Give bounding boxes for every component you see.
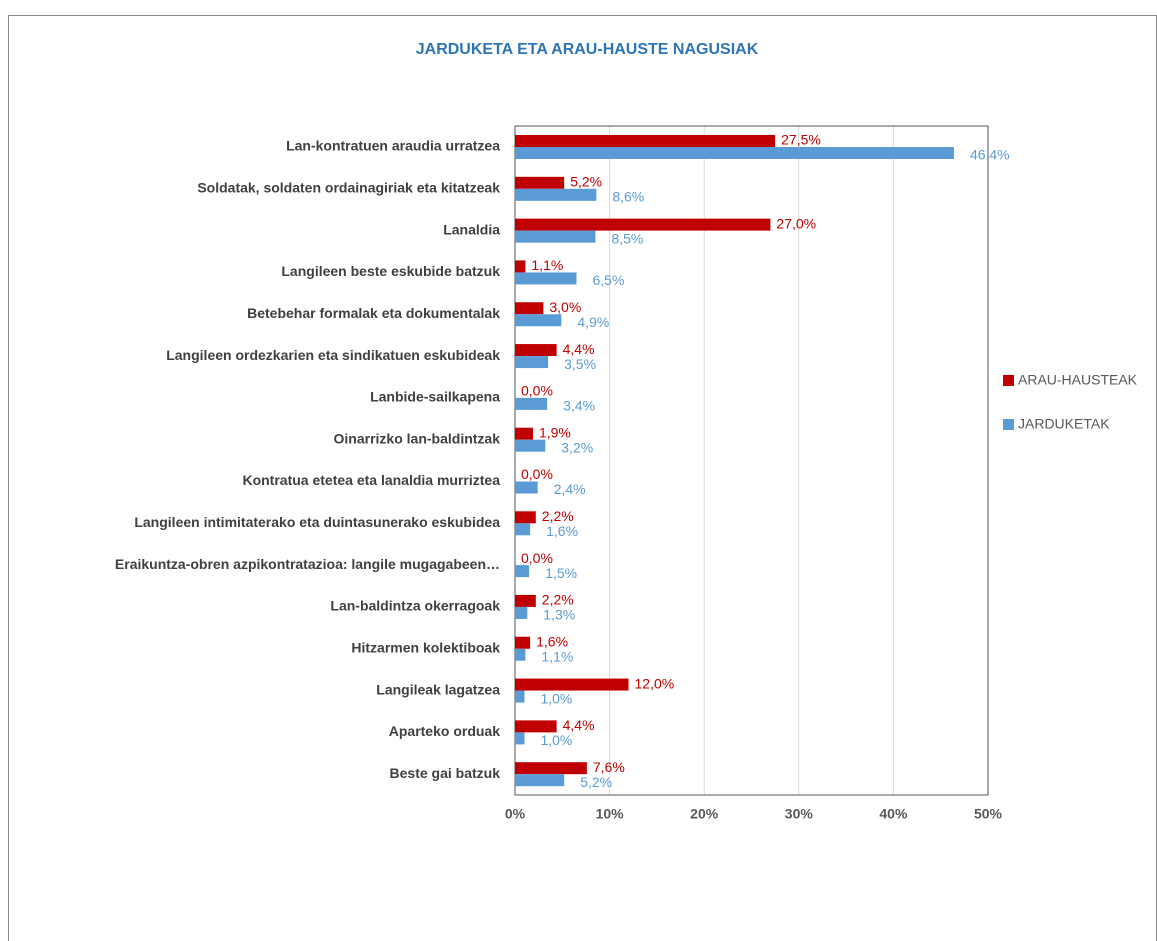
legend-swatch xyxy=(1003,375,1014,386)
legend-swatch xyxy=(1003,419,1014,430)
y-tick-label: Langileen beste eskubide batzuk xyxy=(281,263,500,279)
plot-border xyxy=(514,125,989,796)
bar xyxy=(515,314,562,327)
data-label: 1,3% xyxy=(543,607,575,623)
bar xyxy=(515,523,531,536)
chart-title: JARDUKETA ETA ARAU-HAUSTE NAGUSIAK xyxy=(416,41,759,58)
y-tick-label: Oinarrizko lan-baldintzak xyxy=(334,430,501,446)
data-label: 1,9% xyxy=(539,424,571,440)
x-tick-label: 50% xyxy=(974,806,1003,822)
y-tick-label: Langileak lagatzea xyxy=(376,681,500,697)
data-label: 4,4% xyxy=(563,341,595,357)
data-label: 1,6% xyxy=(536,633,568,649)
x-tick-label: 10% xyxy=(596,806,625,822)
x-tick-label: 20% xyxy=(690,806,719,822)
x-tick-label: 40% xyxy=(879,806,908,822)
data-label: 0,0% xyxy=(521,550,553,566)
bar xyxy=(515,636,531,649)
data-label: 46,4% xyxy=(970,147,1010,163)
data-label: 3,0% xyxy=(549,299,581,315)
bar xyxy=(515,481,538,494)
data-label: 3,2% xyxy=(561,439,593,455)
bar xyxy=(515,188,597,201)
bar xyxy=(515,648,526,661)
bar xyxy=(515,176,565,189)
data-label: 27,5% xyxy=(781,132,821,148)
data-label: 0,0% xyxy=(521,383,553,399)
data-label: 2,2% xyxy=(542,592,574,608)
data-label: 3,5% xyxy=(564,356,596,372)
y-tick-label: Lanbide-sailkapena xyxy=(370,389,500,405)
bar xyxy=(515,344,557,357)
y-tick-label: Langileen ordezkarien eta sindikatuen es… xyxy=(166,347,500,363)
data-label: 5,2% xyxy=(570,174,602,190)
bar xyxy=(515,147,954,159)
data-label: 1,5% xyxy=(545,565,577,581)
x-tick-label: 0% xyxy=(505,806,526,822)
y-tick-label: Betebehar formalak eta dokumentalak xyxy=(247,305,500,321)
y-tick-label: Langileen intimitaterako eta duintasuner… xyxy=(134,514,500,530)
y-tick-label: Kontratua etetea eta lanaldia murriztea xyxy=(242,472,500,488)
bar xyxy=(515,774,565,787)
bar xyxy=(515,356,549,369)
bar xyxy=(515,272,577,285)
bar xyxy=(515,218,771,231)
bar xyxy=(515,732,525,745)
bar xyxy=(515,762,587,775)
bar xyxy=(515,511,536,524)
data-label: 6,5% xyxy=(592,272,624,288)
bar xyxy=(515,302,544,315)
bar xyxy=(515,565,530,578)
legend-label: JARDUKETAK xyxy=(1018,416,1110,432)
data-label: 12,0% xyxy=(635,675,675,691)
y-tick-label: Lanaldia xyxy=(443,221,500,237)
data-label: 8,5% xyxy=(611,230,643,246)
y-tick-label: Hitzarmen kolektiboak xyxy=(351,639,500,655)
data-label: 0,0% xyxy=(521,466,553,482)
bar xyxy=(515,439,546,452)
data-label: 4,4% xyxy=(563,717,595,733)
data-label: 1,0% xyxy=(540,690,572,706)
data-label: 1,6% xyxy=(546,523,578,539)
bar xyxy=(515,678,629,691)
y-tick-label: Lan-baldintza okerragoak xyxy=(330,598,500,614)
legend-label: ARAU-HAUSTEAK xyxy=(1018,372,1138,388)
data-label: 8,6% xyxy=(612,189,644,205)
bar xyxy=(515,606,528,619)
data-label: 4,9% xyxy=(577,314,609,330)
bar xyxy=(515,230,596,243)
data-label: 2,4% xyxy=(554,481,586,497)
bar xyxy=(515,260,526,273)
x-tick-label: 30% xyxy=(785,806,814,822)
bar xyxy=(515,720,557,733)
data-label: 1,0% xyxy=(540,732,572,748)
data-label: 27,0% xyxy=(776,215,816,231)
bar xyxy=(515,690,525,703)
y-tick-label: Beste gai batzuk xyxy=(390,765,501,781)
data-label: 1,1% xyxy=(531,257,563,273)
bar xyxy=(515,397,548,410)
y-tick-label: Aparteko orduak xyxy=(389,723,500,739)
y-tick-label: Eraikuntza-obren azpikontratazioa: langi… xyxy=(115,556,500,572)
y-tick-label: Lan-kontratuen araudia urratzea xyxy=(286,138,500,154)
bar xyxy=(515,427,533,440)
bar xyxy=(515,135,776,147)
data-label: 3,4% xyxy=(563,398,595,414)
y-tick-label: Soldatak, soldaten ordainagiriak eta kit… xyxy=(197,180,500,196)
data-label: 2,2% xyxy=(542,508,574,524)
data-label: 1,1% xyxy=(541,648,573,664)
bar xyxy=(515,594,536,607)
data-label: 7,6% xyxy=(593,759,625,775)
data-label: 5,2% xyxy=(580,774,612,790)
